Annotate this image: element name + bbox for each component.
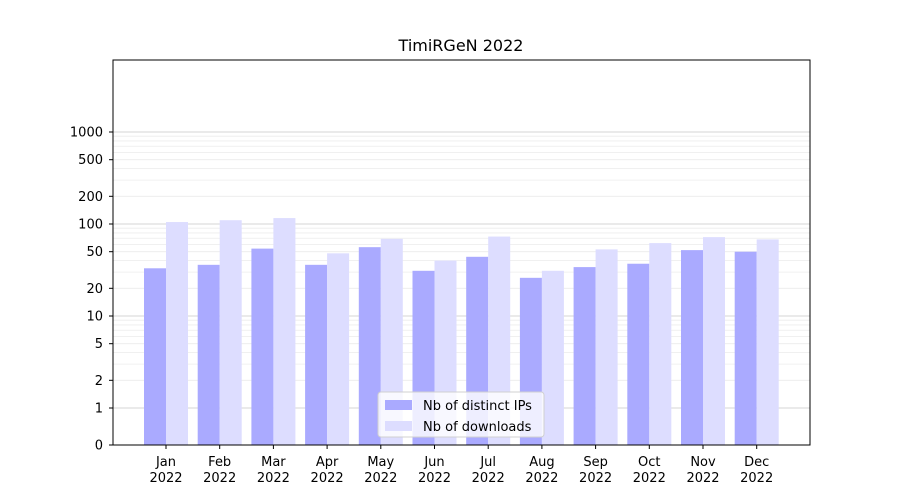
x-tick-label-month: Oct <box>638 455 660 470</box>
x-tick-label-month: May <box>367 455 394 470</box>
legend-box <box>377 391 545 438</box>
legend-label: Nb of distinct IPs <box>423 399 532 414</box>
bar-downloads-feb <box>219 220 242 445</box>
y-tick-label: 200 <box>78 190 103 205</box>
x-tick-label-year: 2022 <box>311 471 344 486</box>
axes-layer: 01251020501002005001000Jan2022Feb2022Mar… <box>70 59 811 486</box>
x-tick-label-year: 2022 <box>418 471 451 486</box>
plot-frame <box>112 59 811 446</box>
y-tick-label: 1000 <box>70 126 103 141</box>
x-tick-label-month: Jun <box>423 455 444 470</box>
x-tick-label-year: 2022 <box>203 471 236 486</box>
bar-distinct-ips-apr <box>305 264 328 445</box>
chart-title: TimiRGeN 2022 <box>398 36 524 55</box>
bar-downloads-mar <box>273 218 296 445</box>
x-tick-label-month: Nov <box>690 455 716 470</box>
x-tick-label-year: 2022 <box>525 471 558 486</box>
legend-label: Nb of downloads <box>423 420 532 435</box>
bar-distinct-ips-jan <box>144 268 166 445</box>
x-tick-label-year: 2022 <box>149 471 182 486</box>
x-tick-label-month: Jan <box>155 455 176 470</box>
x-tick-label-month: Aug <box>529 455 554 470</box>
bar-distinct-ips-oct <box>627 263 650 445</box>
legend-swatch <box>385 400 412 410</box>
bar-downloads-nov <box>703 237 725 445</box>
bar-distinct-ips-may <box>358 247 381 445</box>
x-tick-label-month: Mar <box>261 455 286 470</box>
y-tick-label: 0 <box>95 439 103 454</box>
bar-downloads-apr <box>327 253 350 445</box>
x-tick-label-year: 2022 <box>633 471 666 486</box>
bar-downloads-dec <box>756 239 779 445</box>
bar-downloads-jan <box>166 222 188 445</box>
y-tick-label: 2 <box>95 374 103 389</box>
x-tick-label-month: Sep <box>583 455 608 470</box>
x-tick-label-month: Apr <box>316 455 339 470</box>
y-tick-label: 500 <box>78 153 103 168</box>
x-tick-label-year: 2022 <box>740 471 773 486</box>
bar-downloads-aug <box>541 270 564 445</box>
bar-downloads-oct <box>649 243 672 445</box>
x-tick-label-year: 2022 <box>364 471 397 486</box>
y-tick-label: 10 <box>86 310 103 325</box>
bar-distinct-ips-sep <box>573 267 596 445</box>
bar-distinct-ips-dec <box>734 251 757 445</box>
x-tick-label-year: 2022 <box>472 471 505 486</box>
x-tick-label-month: Jul <box>479 455 496 470</box>
x-tick-label-year: 2022 <box>579 471 612 486</box>
y-tick-label: 50 <box>86 245 103 260</box>
y-tick-label: 5 <box>95 337 103 352</box>
bar-distinct-ips-feb <box>197 264 220 445</box>
legend-swatch <box>385 421 412 431</box>
x-tick-label-year: 2022 <box>257 471 290 486</box>
x-tick-label-year: 2022 <box>686 471 719 486</box>
x-tick-label-month: Dec <box>744 455 769 470</box>
legend: Nb of distinct IPs Nb of downloads <box>377 391 545 438</box>
y-tick-label: 20 <box>86 282 103 297</box>
bar-distinct-ips-mar <box>251 248 274 445</box>
bar-downloads-sep <box>595 249 618 445</box>
y-tick-label: 100 <box>78 218 103 233</box>
x-tick-label-month: Feb <box>208 455 231 470</box>
y-tick-label: 1 <box>95 402 103 417</box>
bar-distinct-ips-nov <box>681 250 703 445</box>
